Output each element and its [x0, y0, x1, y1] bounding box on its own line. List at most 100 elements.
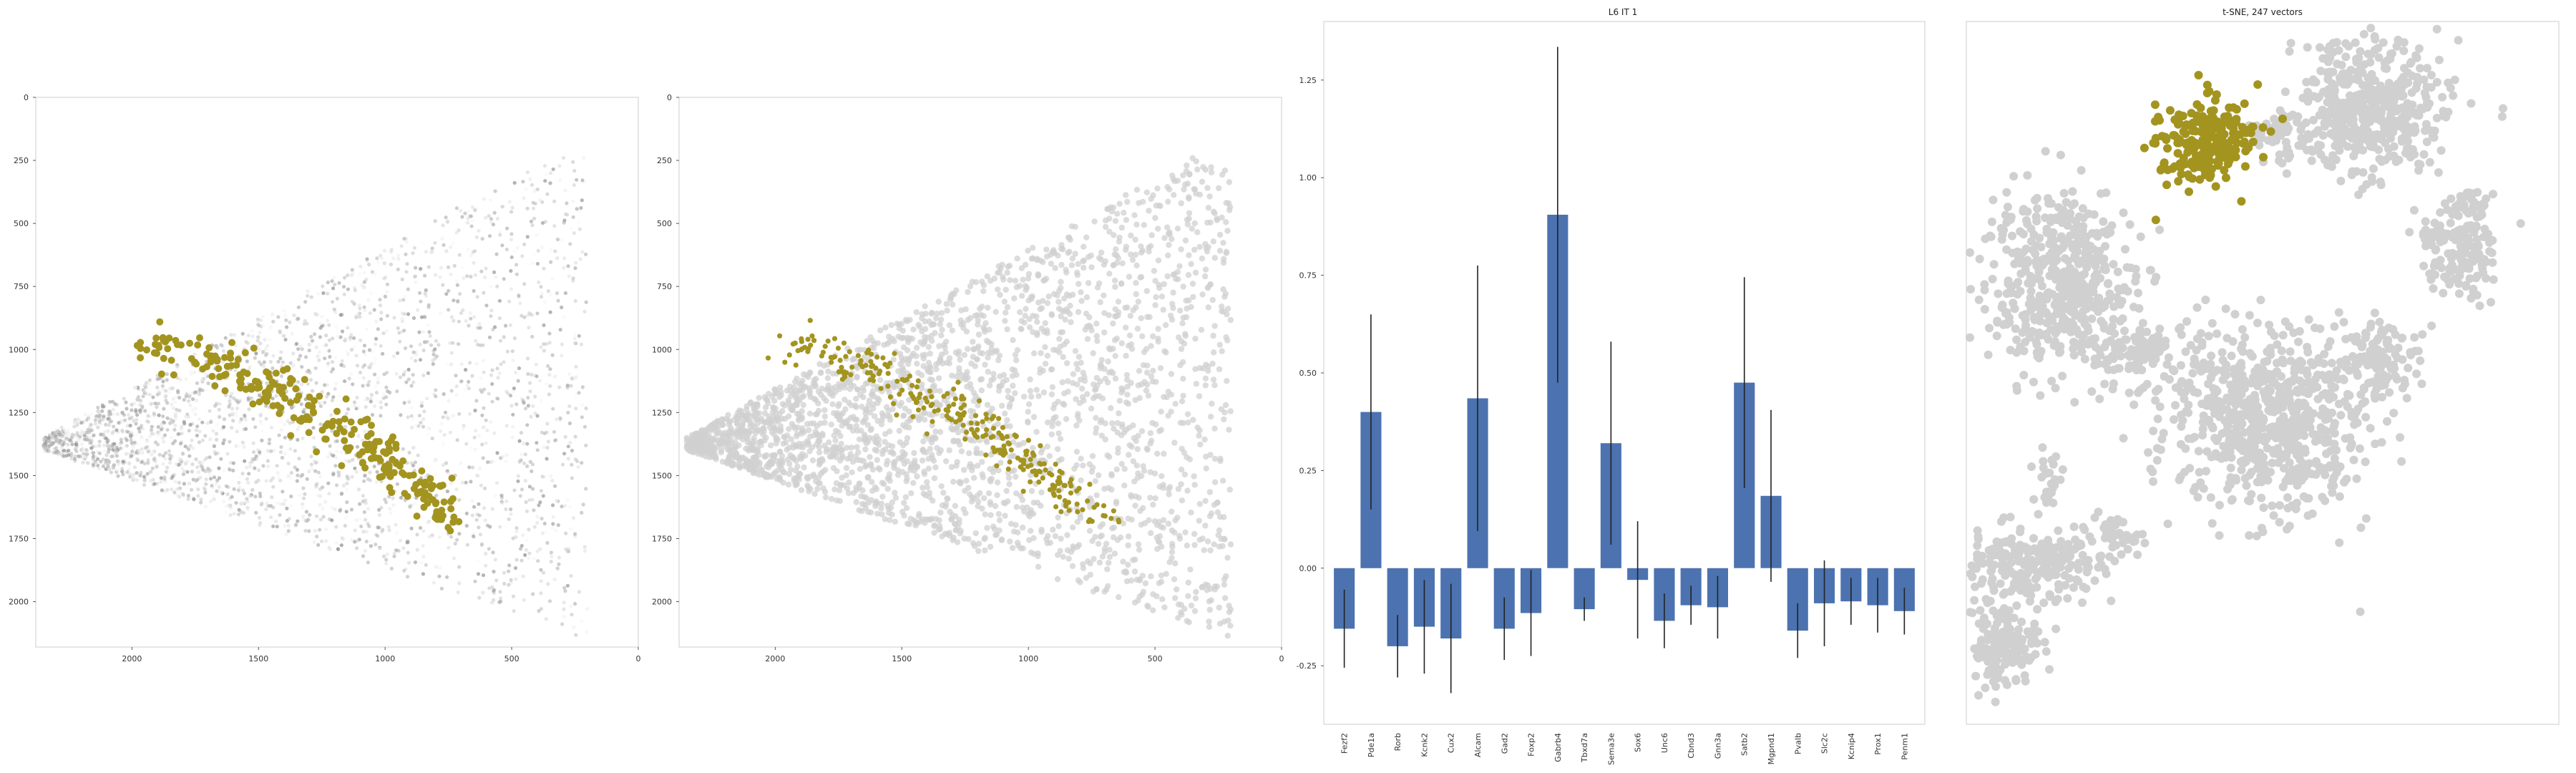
background-dot: [537, 280, 541, 284]
background-dot: [54, 430, 59, 434]
background-dot: [542, 349, 547, 353]
background-dot: [436, 343, 441, 347]
background-dot: [1055, 523, 1062, 530]
background-dot: [72, 421, 77, 426]
background-dot: [172, 400, 177, 404]
background-dot: [191, 446, 195, 450]
background-dot: [339, 450, 344, 454]
background-dot: [441, 392, 446, 397]
background-dot: [459, 362, 464, 366]
background-dot: [396, 253, 401, 258]
background-dot: [59, 446, 63, 451]
background-dot: [340, 359, 344, 363]
background-dot: [1207, 452, 1214, 458]
background-dot: [378, 546, 382, 550]
background-dot: [482, 291, 486, 295]
background-dot: [522, 282, 527, 286]
background-dot: [411, 445, 416, 450]
background-dot: [177, 462, 182, 467]
background-dot: [1150, 501, 1156, 508]
background-dot: [276, 315, 280, 319]
background-dot: [185, 486, 189, 490]
background-dot: [469, 316, 473, 321]
background-dot: [304, 510, 309, 514]
background-dot: [330, 398, 334, 403]
background-dot: [491, 459, 495, 464]
background-dot: [558, 178, 562, 183]
background-dot: [1030, 350, 1038, 356]
highlighted-cell: [286, 379, 294, 387]
background-dot: [1226, 427, 1232, 433]
background-dot: [1122, 304, 1128, 311]
background-dot: [320, 539, 324, 543]
background-dot: [1156, 539, 1163, 545]
background-dot: [70, 453, 74, 457]
background-dot: [571, 199, 575, 203]
background-dot: [326, 319, 330, 323]
background-dot: [409, 384, 414, 388]
background-dot: [465, 543, 469, 547]
background-dot: [471, 250, 475, 254]
background-dot: [378, 433, 383, 438]
background-dot: [203, 487, 208, 492]
background-dot: [334, 325, 338, 329]
background-dot: [1019, 293, 1025, 299]
background-dot: [237, 480, 241, 485]
background-dot: [514, 263, 519, 267]
background-dot: [579, 205, 583, 210]
background-dot: [345, 500, 349, 505]
background-dot: [462, 387, 467, 392]
background-dot: [474, 205, 479, 210]
background-dot: [201, 460, 205, 465]
background-dot: [116, 474, 120, 478]
background-dot: [107, 413, 111, 417]
background-dot: [364, 501, 368, 505]
background-dot: [301, 506, 305, 510]
background-dot: [1196, 432, 1202, 439]
background-dot: [550, 478, 555, 483]
background-dot: [333, 386, 337, 392]
background-dot: [1169, 508, 1175, 515]
background-dot: [528, 460, 532, 464]
background-dot: [1038, 449, 1045, 456]
background-dot: [1085, 280, 1092, 286]
background-dot: [228, 467, 232, 472]
background-dot: [1178, 246, 1184, 253]
background-dot: [529, 372, 534, 377]
background-dot: [890, 450, 897, 457]
background-dot: [260, 438, 264, 443]
background-dot: [302, 321, 306, 326]
background-dot: [81, 448, 85, 452]
background-dot: [486, 460, 490, 465]
background-dot: [881, 341, 887, 348]
background-dot: [233, 333, 237, 337]
background-dot: [416, 424, 421, 428]
background-dot: [168, 386, 172, 391]
background-dot: [1187, 566, 1194, 573]
background-dot: [1002, 309, 1009, 316]
background-dot: [240, 471, 245, 476]
background-dot: [160, 426, 165, 431]
background-dot: [399, 244, 404, 248]
background-dot: [1182, 181, 1189, 188]
background-dot: [522, 400, 526, 404]
background-dot: [992, 502, 999, 510]
background-dot: [1185, 579, 1192, 586]
background-dot: [1126, 332, 1133, 339]
background-dot: [482, 387, 487, 392]
background-dot: [505, 349, 510, 354]
highlighted-cell: [444, 524, 452, 531]
background-dot: [1052, 265, 1058, 271]
background-dot: [74, 449, 79, 454]
background-dot: [324, 527, 328, 531]
background-dot: [955, 437, 962, 444]
background-dot: [979, 505, 985, 512]
background-dot: [426, 265, 431, 269]
background-dot: [452, 298, 456, 303]
background-dot: [1006, 263, 1013, 269]
background-dot: [1185, 593, 1191, 599]
background-dot: [208, 437, 212, 442]
background-dot: [539, 591, 543, 595]
background-dot: [467, 324, 471, 328]
background-dot: [535, 441, 539, 445]
